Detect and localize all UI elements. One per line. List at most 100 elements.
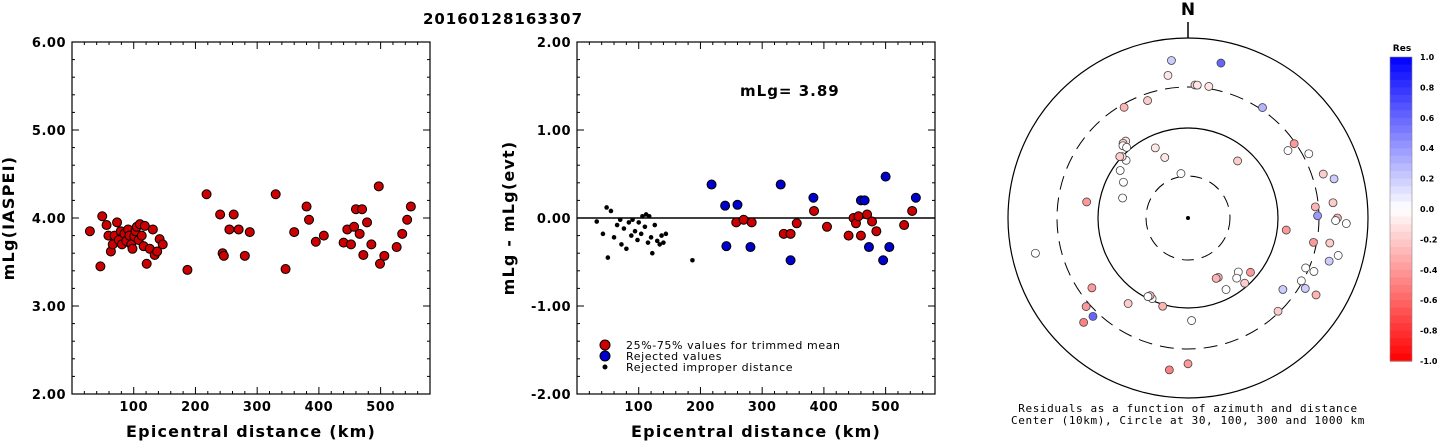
colorbar-cell	[1390, 79, 1412, 88]
magnitude-point	[239, 250, 250, 261]
improper-distance-point	[648, 235, 654, 240]
station-residual-point	[1283, 146, 1293, 155]
colorbar-cell	[1390, 216, 1412, 225]
improper-distance-point	[659, 233, 664, 238]
x-tick-label: 200	[686, 400, 715, 415]
y-tick-label: 4.00	[32, 212, 66, 227]
rejected-point	[706, 179, 717, 190]
magnitude-point	[224, 224, 235, 235]
x-tick-label: 400	[810, 400, 839, 415]
colorbar-cell	[1390, 140, 1412, 149]
station-residual-point	[1341, 219, 1351, 228]
station-residual-point	[1211, 273, 1221, 283]
station-residual-point	[1313, 211, 1322, 221]
magnitude-point	[301, 201, 312, 212]
north-label: N	[1181, 0, 1195, 20]
magnitude-point	[218, 250, 229, 261]
rejected-point	[859, 195, 870, 206]
ring-100km	[1097, 127, 1279, 309]
station-residual-point	[1233, 156, 1242, 166]
colorbar-cell	[1390, 338, 1412, 347]
magnitude-point	[280, 264, 291, 275]
x-tick-label: 500	[366, 400, 395, 415]
magnitude-point	[95, 261, 106, 272]
colorbar-cell	[1390, 231, 1412, 240]
magnitude-point	[379, 250, 390, 261]
station-residual-point	[1221, 285, 1231, 294]
magnitude-point	[244, 227, 255, 238]
station-residual-point	[1310, 202, 1320, 212]
station-residual-point	[1216, 58, 1226, 68]
improper-distance-point	[621, 226, 627, 231]
colorbar-cell	[1390, 178, 1412, 187]
improper-distance-point	[632, 228, 638, 234]
improper-distance-point	[608, 208, 614, 214]
colorbar-cell	[1390, 292, 1412, 301]
improper-distance-point	[604, 205, 609, 210]
y-tick-label: 5.00	[32, 124, 66, 139]
station-residual-point	[1329, 174, 1339, 184]
colorbar-cell	[1390, 323, 1412, 332]
colorbar-tick-label: 0.8	[1420, 83, 1435, 92]
magnitude-point	[147, 224, 158, 235]
colorbar-cell	[1390, 345, 1412, 354]
rejected-point	[808, 192, 819, 203]
rejected-point	[720, 200, 731, 211]
improper-distance-point	[630, 217, 635, 223]
rejected-point	[732, 199, 743, 210]
trimmed-mean-point	[855, 230, 866, 241]
station-residual-point	[1183, 359, 1193, 369]
colorbar-frame	[1389, 56, 1413, 362]
magnitude-point	[345, 239, 356, 250]
improper-distance-point	[594, 219, 600, 224]
y-tick-label: 3.00	[32, 300, 66, 315]
magnitude-point	[127, 243, 138, 254]
station-residual-point	[1325, 238, 1335, 248]
improper-distance-point	[600, 231, 606, 237]
improper-distance-point	[614, 222, 620, 228]
trimmed-mean-point	[809, 205, 820, 216]
station-residual-point	[1204, 82, 1214, 91]
colorbar-cell	[1390, 186, 1412, 195]
improper-distance-point	[657, 242, 663, 247]
colorbar-cell	[1390, 193, 1412, 202]
colorbar-cell	[1390, 307, 1412, 316]
station-residual-point	[1309, 237, 1318, 247]
plot1-frame	[71, 41, 431, 395]
station-residual-point	[1246, 267, 1255, 277]
station-residual-point	[1143, 96, 1152, 105]
improper-distance-point	[617, 217, 623, 223]
colorbar-cell	[1390, 330, 1412, 339]
x-tick-label: 500	[871, 400, 900, 415]
station-residual-point	[1304, 149, 1314, 159]
station-residual-point	[1167, 56, 1176, 65]
station-residual-point	[1031, 248, 1040, 258]
residual-vs-distance-panel: 100 200 300 400 500 -2.00 -1.00 0.00 1.00 2.00 mL…	[499, 36, 936, 441]
station-residual-point	[1300, 284, 1310, 293]
magnitude-point	[349, 221, 360, 232]
rejected-point	[863, 242, 874, 253]
ring-30km	[1145, 175, 1231, 261]
colorbar-cell	[1390, 285, 1412, 294]
magnitude-point	[357, 204, 368, 215]
colorbar-tick-label: -1.0	[1420, 357, 1437, 366]
x-tick-label: 300	[748, 400, 777, 415]
magnitude-point	[136, 230, 147, 241]
y-tick-label: -1.00	[531, 300, 571, 315]
polar-caption-line1: Residuals as a function of azimuth and d…	[1018, 402, 1357, 415]
station-residual-point	[1240, 278, 1250, 288]
colorbar-cell	[1390, 72, 1412, 81]
magnitude-point	[182, 264, 193, 275]
colorbar-cells	[1389, 56, 1413, 362]
plot1-axes: 100 200 300 400 500 2.00 3.00 4.00 5.00 6.00	[32, 36, 430, 415]
plot2-axes: 100 200 300 400 500 -2.00 -1.00 0.00 1.00 2.00	[531, 36, 935, 415]
plot2-legend: 25%-75% values for trimmed mean Rejected…	[599, 339, 840, 374]
y-tick-label: 2.00	[32, 388, 66, 403]
station-residual-point	[1088, 312, 1098, 321]
station-residual-point	[1163, 71, 1173, 80]
rejected-point	[878, 255, 889, 266]
residual-colorbar: Res 1.0 0.8 0.6 0.4 0.2 0.0 -0.2 -0.4 -0.6 -0.8 -1…	[1389, 44, 1437, 366]
y-tick-label: -2.00	[531, 388, 571, 403]
magnitude-point	[101, 220, 112, 231]
colorbar-cell	[1390, 315, 1412, 324]
